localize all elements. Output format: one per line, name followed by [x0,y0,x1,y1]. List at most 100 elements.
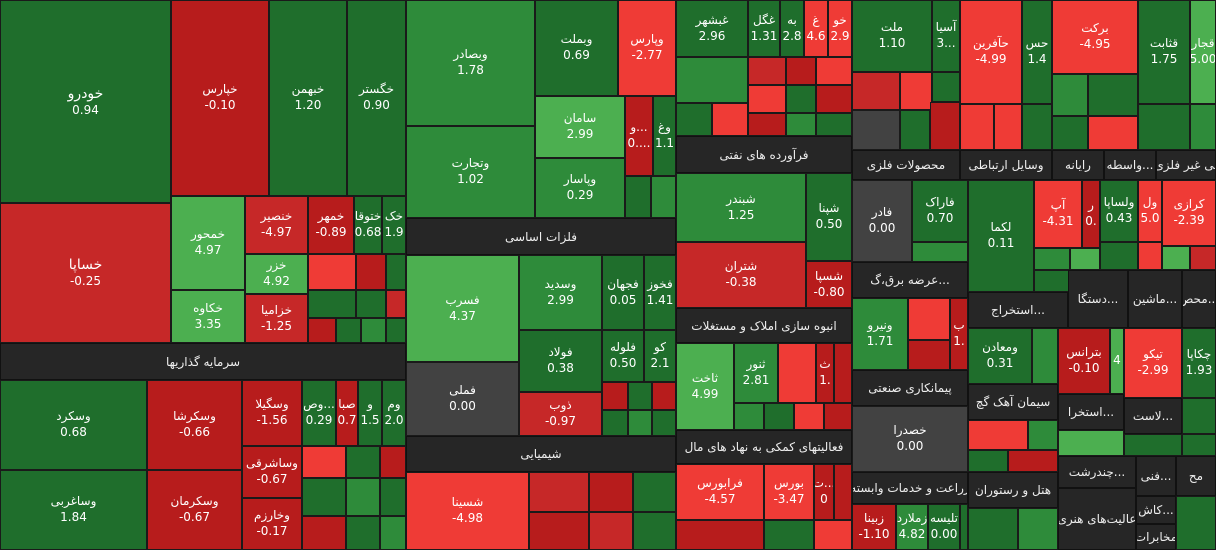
filler-tile[interactable] [652,382,676,410]
filler-tile[interactable] [346,516,380,550]
filler-tile[interactable] [529,472,589,512]
filler-tile[interactable] [994,104,1022,150]
filler-tile[interactable] [794,403,824,430]
tile-faraboors[interactable]: فرابورس -4.57 [676,464,764,520]
filler-tile[interactable] [1138,242,1162,270]
filler-tile[interactable] [602,382,628,410]
tile-khtooka[interactable]: ختوقا 0.68 [354,196,382,254]
tile-ghshahr[interactable]: غبشهر 2.96 [676,0,748,57]
filler-tile[interactable] [1032,328,1058,384]
filler-tile[interactable] [386,318,406,343]
tile-vamaaden[interactable]: ومعادن 0.31 [968,328,1032,384]
filler-tile[interactable] [302,478,346,516]
filler-tile[interactable] [748,57,786,85]
filler-tile[interactable] [361,318,386,343]
filler-tile[interactable] [814,520,852,550]
tile-fakhooz[interactable]: فخوز 1.41 [644,255,676,330]
tile-khodro[interactable]: خودرو 0.94 [0,0,171,203]
tile-tikoo[interactable]: تیکو -2.99 [1124,328,1182,398]
filler-tile[interactable] [1022,104,1052,150]
filler-tile[interactable] [900,110,930,150]
filler-tile[interactable] [1190,246,1216,270]
filler-tile[interactable] [676,57,748,103]
filler-tile[interactable] [968,508,1018,550]
filler-tile[interactable] [1058,430,1124,456]
filler-tile[interactable] [734,403,764,430]
tile-vatejarat[interactable]: وتجارت 1.02 [406,126,535,218]
tile-ghajar[interactable]: قجار 5.00 [1190,0,1216,104]
tile-khazar[interactable]: خزر 4.92 [245,254,308,294]
filler-tile[interactable] [336,318,361,343]
tile-vapasar[interactable]: وپاسار 0.29 [535,158,625,218]
filler-tile[interactable] [346,446,380,478]
tile-fasrob[interactable]: فسرب 4.37 [406,255,519,362]
filler-tile[interactable] [932,72,960,102]
tile-shetran[interactable]: شتران -0.38 [676,242,806,308]
filler-tile[interactable] [1052,116,1088,150]
filler-tile[interactable] [1088,116,1138,150]
tile-chakapa[interactable]: چکاپا 1.93 [1182,328,1216,398]
tile-vaparsian[interactable]: وپارس -2.77 [618,0,676,96]
tile-gh[interactable]: غ 4.6 [804,0,828,57]
tile-zaina[interactable]: زبینا -1.10 [852,504,896,550]
filler-tile[interactable] [786,57,816,85]
filler-tile[interactable] [960,104,994,150]
filler-tile[interactable] [764,520,814,550]
tile-ap[interactable]: آپ -4.31 [1034,180,1082,248]
filler-tile[interactable] [380,516,406,550]
tile-khasdra[interactable]: خصدرا 0.00 [852,406,968,472]
filler-tile[interactable] [1018,508,1058,550]
tile-vag[interactable]: وغ 1.1 [653,96,676,176]
filler-tile[interactable] [748,113,786,136]
filler-tile[interactable] [764,403,794,430]
tile-vasapa[interactable]: صبا 0.7 [336,380,358,446]
filler-tile[interactable] [356,290,386,318]
filler-tile[interactable] [908,340,950,370]
tile-n4[interactable]: 4 [1110,328,1124,394]
tile-sanoor[interactable]: ثنور 2.81 [734,343,778,403]
filler-tile[interactable] [1138,104,1190,150]
filler-tile[interactable] [386,290,406,318]
filler-tile[interactable] [1176,496,1216,550]
filler-tile[interactable] [1034,248,1070,270]
tile-sakht[interactable]: ثاخت 4.99 [676,343,734,430]
tile-khsapa[interactable]: خساپا -0.25 [0,203,171,343]
tile-valsapa[interactable]: ولساپا 0.43 [1100,180,1138,242]
filler-tile[interactable] [1162,246,1190,270]
tile-fajhan[interactable]: فجهان 0.05 [602,255,644,330]
filler-tile[interactable] [589,512,633,550]
filler-tile[interactable] [1034,270,1070,292]
filler-tile[interactable] [786,113,816,136]
filler-tile[interactable] [824,403,852,430]
tile-farak[interactable]: فاراک 0.70 [912,180,968,242]
filler-tile[interactable] [748,85,786,113]
tile-zamlard[interactable]: زملارد 4.82 [896,504,928,550]
filler-tile[interactable] [930,102,960,150]
tile-s1[interactable]: ث 1. [816,343,834,403]
filler-tile[interactable] [1190,104,1216,150]
filler-tile[interactable] [302,516,346,550]
tile-khmehvar[interactable]: خمحور 4.97 [171,196,245,290]
filler-tile[interactable] [778,343,816,403]
tile-ghgol[interactable]: غگل 1.31 [748,0,780,57]
tile-shasina[interactable]: شسینا -4.98 [406,472,529,550]
filler-tile[interactable] [1070,248,1100,270]
filler-tile[interactable] [1100,242,1138,270]
tile-khmehr[interactable]: خمهر -0.89 [308,196,354,254]
filler-tile[interactable] [346,478,380,516]
filler-tile[interactable] [816,113,852,136]
filler-tile[interactable] [960,504,968,550]
filler-tile[interactable] [633,512,676,550]
filler-tile[interactable] [1052,74,1088,116]
filler-tile[interactable] [386,254,406,290]
filler-tile[interactable] [900,72,932,110]
tile-beh[interactable]: به 2.8 [780,0,804,57]
tile-melat[interactable]: ملت 1.10 [852,0,932,72]
filler-tile[interactable] [602,410,628,436]
tile-karazi[interactable]: کرازی -2.39 [1162,180,1216,246]
tile-boors[interactable]: بورس -3.47 [764,464,814,520]
filler-tile[interactable] [1182,398,1216,434]
tile-fakoo[interactable]: کو 2.1 [644,330,676,382]
filler-tile[interactable] [308,290,356,318]
filler-tile[interactable] [1008,450,1058,472]
